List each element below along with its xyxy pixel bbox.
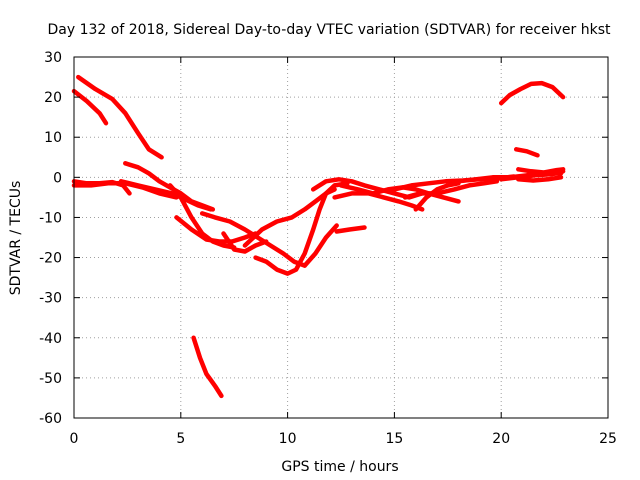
x-tick-label: 20	[492, 431, 510, 447]
series-arc-8	[174, 215, 258, 244]
x-tick-label: 25	[599, 431, 617, 447]
y-tick-label: -30	[39, 291, 62, 307]
series-arc-12	[253, 181, 350, 276]
series-arc-15	[332, 191, 425, 212]
y-axis-label: SDTVAR / TECUs	[8, 181, 24, 296]
chart-title: Day 132 of 2018, Sidereal Day-to-day VTE…	[48, 22, 611, 38]
series-arc-1	[76, 74, 164, 160]
x-tick-label: 10	[279, 431, 297, 447]
series-arc-10	[199, 211, 307, 268]
y-tick-label: 30	[44, 50, 62, 66]
x-tick-label: 15	[385, 431, 403, 447]
x-tick-label: 0	[70, 431, 79, 447]
y-tick-label: 10	[44, 130, 62, 146]
plot-frame	[73, 56, 609, 419]
x-axis-label: GPS time / hours	[281, 459, 398, 475]
series-arc-23	[516, 167, 566, 175]
series-arc-24	[516, 175, 564, 183]
series-arc-25	[498, 80, 566, 106]
series-arc-22	[498, 169, 566, 182]
series-arc-2	[71, 88, 109, 126]
data-series-group	[71, 74, 566, 399]
x-tick-label: 5	[176, 431, 185, 447]
series-arc-9	[221, 231, 269, 254]
y-tick-label: -20	[39, 251, 62, 267]
y-tick-label: 20	[44, 90, 62, 106]
y-tick-label: -50	[39, 371, 62, 387]
series-arc-4	[71, 179, 132, 196]
grid-lines	[74, 57, 608, 418]
y-tick-label: -40	[39, 331, 62, 347]
y-tick-label: -60	[39, 411, 62, 427]
series-arc-6	[118, 179, 213, 212]
series-arc-7	[167, 183, 237, 250]
y-tick-label: 0	[53, 170, 62, 186]
series-arc-13	[302, 223, 339, 268]
series-arc-19	[402, 179, 500, 200]
axis-ticks: 0 5 10 15 20 25 -60 -50 -40 -30 -20 -10 0 10 20 30	[39, 50, 617, 447]
series-arc-20	[413, 181, 461, 212]
series-arc-17	[334, 225, 367, 234]
series-arc-27	[191, 335, 224, 399]
y-tick-label: -10	[39, 210, 62, 226]
series-arc-26	[513, 147, 540, 158]
